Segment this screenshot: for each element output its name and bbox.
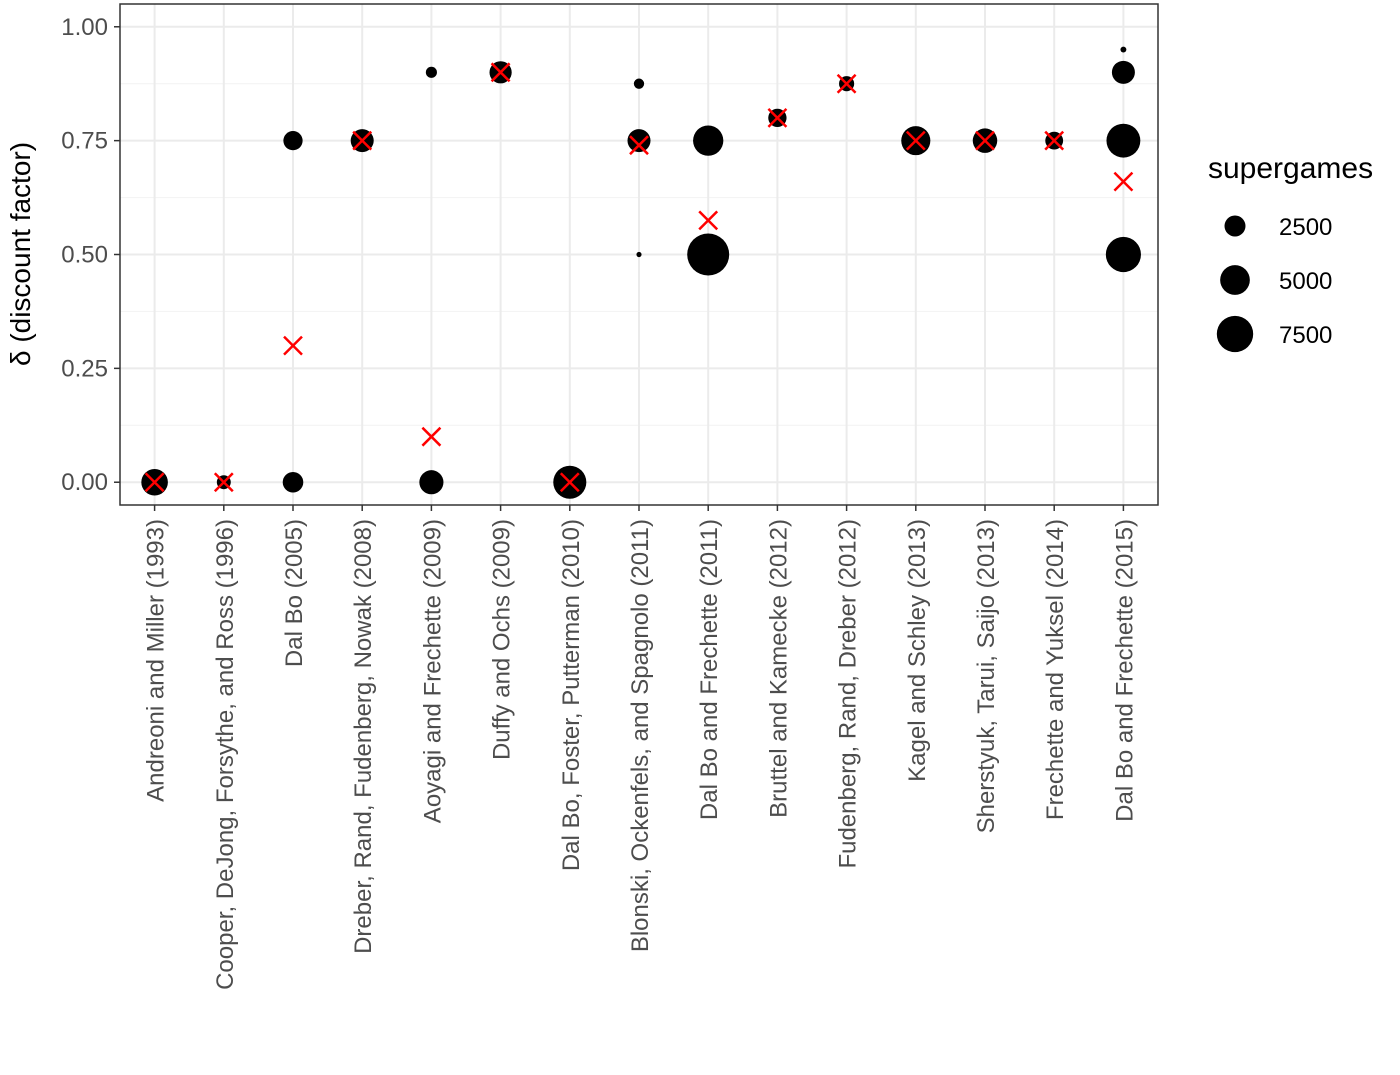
- cross-marker: [767, 107, 788, 128]
- cross-stroke: [905, 130, 926, 151]
- legend-key: [1216, 315, 1254, 353]
- x-axis: Andreoni and Miller (1993) Cooper, DeJong…: [143, 505, 1138, 990]
- cross-marker: [490, 62, 511, 83]
- cross-marker: [905, 130, 926, 151]
- data-point: [282, 471, 304, 493]
- x-tick-label: Dreber, Rand, Fudenberg, Nowak (2008): [350, 519, 377, 954]
- cross-marker: [213, 472, 234, 493]
- cross-stroke: [1044, 130, 1065, 151]
- cross-stroke: [283, 335, 303, 356]
- legend-label: 2500: [1279, 214, 1332, 241]
- cross-stroke: [490, 62, 511, 83]
- legend-key: [1220, 265, 1250, 295]
- x-tick-label: Dal Bo and Frechette (2011): [696, 519, 723, 820]
- cross-marker: [352, 130, 373, 151]
- x-tick-label: Sherstyuk, Tarui, Saijo (2013): [973, 519, 1000, 833]
- data-point: [1106, 123, 1141, 158]
- data-point: [283, 131, 303, 151]
- cross-stroke: [144, 472, 165, 493]
- data-point: [1120, 46, 1127, 53]
- x-tick-label: Kagel and Schley (2013): [904, 519, 931, 782]
- cross-stroke: [698, 210, 719, 231]
- data-point: [425, 66, 437, 78]
- cross-stroke: [1113, 171, 1134, 192]
- cross-marker: [144, 472, 165, 493]
- data-point: [1111, 60, 1135, 84]
- cross-stroke: [421, 426, 442, 447]
- x-tick-label: Andreoni and Miller (1993): [143, 519, 170, 802]
- y-tick-label: 1.00: [61, 14, 108, 41]
- y-tick-label: 0.75: [61, 128, 108, 155]
- cross-stroke: [975, 130, 995, 151]
- x-tick-label: Cooper, DeJong, Forsythe, and Ross (1996…: [212, 519, 239, 990]
- cross-stroke: [836, 73, 857, 94]
- cross-marker: [559, 472, 580, 493]
- y-tick-label: 0.25: [61, 355, 108, 382]
- data-point: [419, 470, 444, 495]
- x-tick-label: Dal Bo, Foster, Putterman (2010): [558, 519, 585, 871]
- legend-key: [1224, 215, 1246, 237]
- data-point: [693, 125, 724, 156]
- data-point: [1105, 236, 1141, 273]
- x-tick-label: Blonski, Ockenfels, and Spagnolo (2011): [627, 519, 654, 952]
- cross-stroke: [213, 472, 234, 493]
- cross-marker: [421, 426, 442, 447]
- cross-stroke: [559, 472, 580, 493]
- legend-title: supergames: [1208, 152, 1373, 185]
- x-tick-label: Frechette and Yuksel (2014): [1042, 519, 1069, 820]
- x-tick-label: Dal Bo (2005): [281, 519, 308, 667]
- cross-marker: [283, 335, 303, 356]
- legend: supergames 2500 5000 7500: [1208, 152, 1373, 353]
- cross-stroke: [352, 130, 373, 151]
- legend-label: 5000: [1279, 268, 1332, 295]
- y-tick-label: 0.50: [61, 242, 108, 269]
- data-point: [636, 251, 642, 258]
- legend-label: 7500: [1279, 322, 1332, 349]
- cross-stroke: [629, 135, 649, 156]
- x-tick-label: Dal Bo and Frechette (2015): [1111, 519, 1138, 822]
- cross-marker: [698, 210, 719, 231]
- cross-marker: [1044, 130, 1065, 151]
- cross-marker: [975, 130, 995, 151]
- data-point: [633, 78, 645, 89]
- x-tick-label: Bruttel and Kamecke (2012): [765, 519, 792, 818]
- data-point: [627, 129, 651, 153]
- cross-marker: [836, 73, 857, 94]
- data-point: [687, 233, 730, 276]
- y-axis: 0.00 0.25 0.50 0.75 1.00: [61, 14, 120, 496]
- x-tick-label: Aoyagi and Frechette (2009): [419, 519, 446, 823]
- y-tick-label: 0.00: [61, 469, 108, 496]
- x-tick-label: Duffy and Ochs (2009): [489, 519, 516, 760]
- x-tick-label: Fudenberg, Rand, Dreber (2012): [835, 519, 862, 869]
- cross-marker: [629, 135, 649, 156]
- data-marks: [141, 46, 1141, 499]
- cross-marker: [1113, 171, 1134, 192]
- y-axis-title: δ (discount factor): [5, 142, 36, 366]
- cross-stroke: [767, 107, 788, 128]
